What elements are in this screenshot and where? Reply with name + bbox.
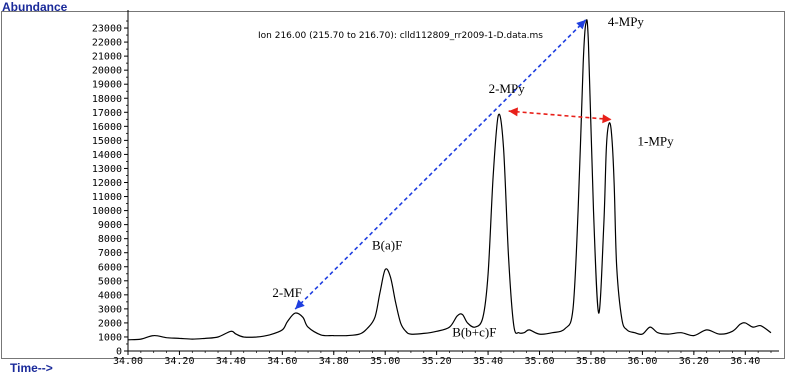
- y-tick-label: 8000: [98, 234, 122, 245]
- x-tick-label: 35.40: [473, 356, 503, 367]
- y-tick-label: 10000: [92, 206, 122, 217]
- y-tick-label: 6000: [98, 262, 122, 273]
- x-tick-label: 34.80: [319, 356, 349, 367]
- x-tick-label: 34.00: [113, 356, 143, 367]
- y-tick-label: 13000: [92, 164, 122, 175]
- y-tick-label: 2000: [98, 318, 122, 329]
- x-tick-label: 35.00: [370, 356, 400, 367]
- y-tick-label: 4000: [98, 290, 122, 301]
- dashed-arrow: [508, 110, 612, 121]
- x-tick-label: 36.00: [627, 356, 657, 367]
- x-tick-label: 34.40: [216, 356, 246, 367]
- y-tick-label: 0: [116, 347, 122, 358]
- arrowhead: [508, 107, 518, 117]
- peak-label: 2-MPy: [489, 81, 526, 96]
- peak-label: B(b+c)F: [452, 324, 496, 339]
- x-tick-label: 36.20: [679, 356, 709, 367]
- peak-label: 1-MPy: [638, 134, 675, 149]
- x-tick-label: 35.60: [524, 356, 554, 367]
- dashed-arrow: [294, 19, 587, 310]
- y-tick-label: 17000: [92, 108, 122, 119]
- plot-frame: [1, 11, 785, 359]
- peak-label: B(a)F: [372, 238, 402, 253]
- annotation-arrows: [294, 19, 612, 310]
- y-tick-label: 14000: [92, 150, 122, 161]
- y-tick-label: 1000: [98, 332, 122, 343]
- arrowhead: [576, 19, 586, 30]
- x-tick-label: 34.60: [267, 356, 297, 367]
- axes: [127, 10, 779, 352]
- y-tick-label: 9000: [98, 220, 122, 231]
- y-tick-label: 23000: [92, 24, 122, 35]
- y-tick-label: 21000: [92, 52, 122, 63]
- y-tick-label: 12000: [92, 178, 122, 189]
- peak-label: 2-MF: [272, 285, 302, 300]
- ticks: 0 1000 2000 3000 4000 5000 6000 7000 8000 9000 100…: [92, 20, 772, 367]
- peak-label: 4-MPy: [608, 14, 645, 29]
- y-tick-label: 20000: [92, 66, 122, 77]
- x-tick-label: 36.40: [730, 356, 760, 367]
- x-tick-label: 35.20: [422, 356, 452, 367]
- y-tick-label: 7000: [98, 248, 122, 259]
- x-tick-label: 34.20: [164, 356, 194, 367]
- y-tick-label: 11000: [92, 192, 122, 203]
- y-tick-label: 16000: [92, 122, 122, 133]
- arrowhead: [602, 114, 612, 124]
- x-tick-label: 35.80: [576, 356, 606, 367]
- arrowhead: [295, 299, 305, 310]
- y-tick-label: 5000: [98, 276, 122, 287]
- y-tick-label: 22000: [92, 38, 122, 49]
- series-line: [127, 19, 772, 341]
- y-axis-label: Abundance: [2, 0, 68, 14]
- y-tick-label: 19000: [92, 80, 122, 91]
- peak-labels: 2-MF B(a)F B(b+c)F 2-MPy 4-MPy 1-MPy: [272, 14, 674, 340]
- x-axis-label: Time-->: [10, 361, 53, 374]
- y-tick-label: 3000: [98, 304, 122, 315]
- y-tick-label: 15000: [92, 136, 122, 147]
- chart-title: Ion 216.00 (215.70 to 216.70): clld11280…: [258, 31, 543, 41]
- y-tick-label: 18000: [92, 94, 122, 105]
